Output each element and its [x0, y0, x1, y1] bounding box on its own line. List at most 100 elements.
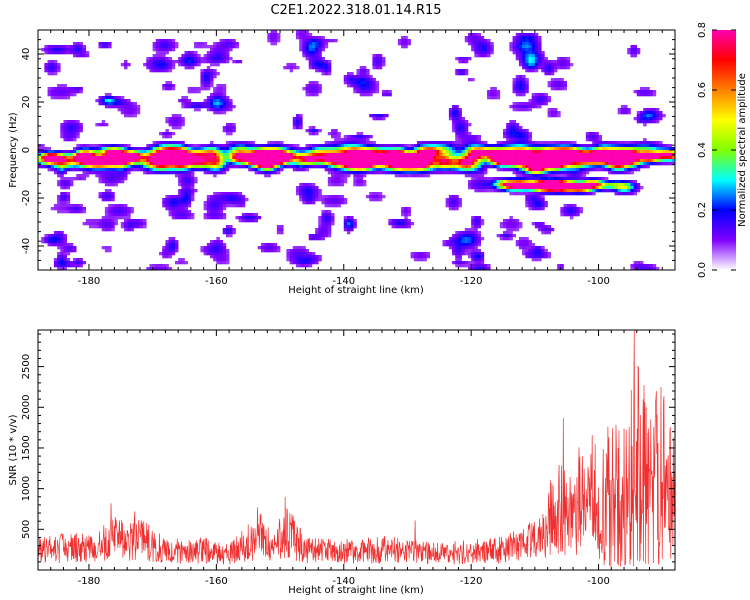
spectrogram-cell [550, 153, 555, 157]
spectrogram-cell [375, 192, 380, 196]
spectrogram-cell [477, 153, 482, 157]
spectrogram-cell [57, 174, 61, 178]
spectrogram-cell [346, 159, 351, 163]
spectrogram-cell [331, 162, 335, 166]
spectrogram-cell [76, 42, 80, 46]
spectrogram-cell [308, 183, 313, 187]
spectrogram-cell [327, 39, 332, 43]
spectrogram-cell [589, 156, 593, 160]
spectrogram-cell [487, 153, 491, 157]
spectrogram-cell [235, 42, 239, 46]
spectrogram-cell [181, 201, 185, 205]
spectrogram-cell [315, 147, 319, 151]
spectrogram-cell [563, 66, 567, 70]
spectrogram-cell [525, 192, 529, 196]
spectrogram-cell [483, 162, 488, 166]
spectrogram-cell [604, 186, 609, 190]
spectrogram-cell [477, 261, 482, 265]
spectrogram-cell [63, 171, 67, 175]
spectrogram-cell [388, 147, 392, 151]
spectrogram-cell [267, 246, 271, 250]
spectrogram-cell [245, 156, 249, 160]
spectrogram-cell [544, 93, 548, 97]
spectrogram-cell [557, 111, 561, 115]
spectrogram-cell [216, 168, 220, 172]
spectrogram-cell [149, 159, 153, 163]
spectrogram-cell [216, 96, 220, 100]
spectrogram-cell [464, 168, 469, 172]
spectrogram-cell [487, 186, 491, 190]
spectrogram-cell [340, 174, 345, 178]
spectrogram-cell [420, 144, 424, 148]
spectrogram-cell [569, 207, 574, 211]
spectrogram-cell [222, 87, 227, 91]
spectrogram-cell [260, 159, 265, 163]
spectrogram-cell [209, 195, 214, 199]
spectrogram-cell [308, 48, 313, 52]
spectrogram-cell [649, 153, 653, 157]
spectrogram-cell [534, 156, 539, 160]
spectrogram-cell [528, 168, 532, 172]
spectrogram-cell [108, 171, 112, 175]
spectrogram-cell [168, 117, 173, 121]
spectrogram-cell [671, 147, 675, 151]
spectrogram-cell [404, 156, 408, 160]
spectrogram-cell [608, 159, 612, 163]
spectrogram-cell [624, 159, 628, 163]
spectrogram-cell [127, 111, 131, 115]
spectrogram-cell [260, 165, 265, 169]
spectrogram-cell [174, 156, 179, 160]
spectrogram-cell [203, 153, 208, 157]
spectrogram-cell [219, 84, 224, 88]
spectrogram-cell [356, 72, 360, 76]
spectrogram-cell [213, 60, 217, 64]
spectrogram-cell [401, 45, 405, 49]
spectrogram-cell [566, 186, 571, 190]
spectrogram-cell [178, 210, 182, 214]
spectrogram-cell [321, 237, 325, 241]
spectrogram-cell [235, 162, 239, 166]
spectrogram-cell [512, 135, 517, 139]
spectrogram-cell [245, 198, 249, 202]
spectrogram-cell [174, 171, 179, 175]
spectrogram-cell [483, 153, 488, 157]
spectrogram-cell [216, 54, 220, 58]
spectrogram-cell [66, 207, 71, 211]
spectrogram-cell [289, 249, 294, 253]
spectrogram-cell [168, 135, 173, 139]
spectrogram-cell [209, 216, 214, 220]
spectrogram-cell [241, 162, 246, 166]
spectrogram-cell [327, 231, 332, 235]
spectrogram-cell [461, 72, 466, 76]
spectrogram-cell [417, 147, 421, 151]
spectrogram-cell [636, 150, 641, 154]
spectrogram-cell [404, 159, 408, 163]
spectrogram-cell [589, 138, 593, 142]
spectrogram-cell [353, 138, 357, 142]
spectrogram-cell [525, 144, 529, 148]
spectrogram-cell [162, 249, 166, 253]
spectrogram-cell [295, 120, 300, 124]
spectrogram-cell [315, 132, 319, 136]
spectrogram-cell [563, 57, 567, 61]
spectrogram-cell [477, 138, 482, 142]
spectrogram-cell [327, 168, 332, 172]
spectrogram-cell [649, 111, 653, 115]
spectrogram-cell [63, 51, 67, 55]
spectrogram-cell [366, 171, 370, 175]
spectrogram-cell [273, 249, 278, 253]
spectrogram-cell [302, 189, 306, 193]
spectrogram-cell [480, 48, 485, 52]
spectrogram-cell [98, 102, 102, 106]
spectrogram-cell [187, 87, 192, 91]
spectrogram-cell [124, 105, 128, 109]
spectrogram-cell [490, 186, 494, 190]
spectrogram-cell [550, 171, 555, 175]
spectrogram-cell [315, 57, 319, 61]
spectrogram-cell [541, 177, 545, 181]
spectrogram-cell [544, 69, 548, 73]
spectrogram-cell [187, 183, 192, 187]
spectrogram-cell [273, 147, 278, 151]
spectrogram-cell [232, 228, 236, 232]
spectrogram-cell [547, 111, 552, 115]
